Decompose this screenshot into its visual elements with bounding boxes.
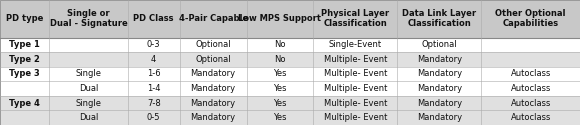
Text: Mandatory: Mandatory <box>417 99 462 108</box>
Text: Mandatory: Mandatory <box>191 99 235 108</box>
Text: Single: Single <box>75 70 102 78</box>
Text: Optional: Optional <box>195 40 231 49</box>
Text: 0-3: 0-3 <box>147 40 161 49</box>
Text: Autoclass: Autoclass <box>510 99 551 108</box>
Text: Optional: Optional <box>195 55 231 64</box>
Text: Mandatory: Mandatory <box>191 113 235 122</box>
Text: Yes: Yes <box>273 84 287 93</box>
Text: Data Link Layer
Classification: Data Link Layer Classification <box>403 9 476 29</box>
Text: Multiple- Event: Multiple- Event <box>324 99 387 108</box>
Bar <box>0 96 580 110</box>
Text: Low MPS Support: Low MPS Support <box>238 14 321 23</box>
Bar <box>0 38 580 52</box>
Text: Physical Layer
Classification: Physical Layer Classification <box>321 9 389 29</box>
Text: Autoclass: Autoclass <box>510 84 551 93</box>
Text: Single: Single <box>75 99 102 108</box>
Text: Mandatory: Mandatory <box>417 84 462 93</box>
Text: Mandatory: Mandatory <box>417 70 462 78</box>
Text: Multiple- Event: Multiple- Event <box>324 84 387 93</box>
Text: Autoclass: Autoclass <box>510 70 551 78</box>
Text: 4-Pair Capable: 4-Pair Capable <box>179 14 248 23</box>
Bar <box>0 52 580 67</box>
Bar <box>0 67 580 81</box>
Text: Mandatory: Mandatory <box>191 70 235 78</box>
Text: 4: 4 <box>151 55 157 64</box>
Text: Dual: Dual <box>79 84 98 93</box>
Text: 0-5: 0-5 <box>147 113 161 122</box>
Text: No: No <box>274 55 285 64</box>
Text: Type 4: Type 4 <box>9 99 40 108</box>
Text: Type 3: Type 3 <box>9 70 40 78</box>
Text: Multiple- Event: Multiple- Event <box>324 113 387 122</box>
Text: Multiple- Event: Multiple- Event <box>324 70 387 78</box>
Bar <box>0 81 580 96</box>
Text: 1-6: 1-6 <box>147 70 161 78</box>
Text: Mandatory: Mandatory <box>417 55 462 64</box>
Bar <box>0 0 580 38</box>
Text: 1-4: 1-4 <box>147 84 161 93</box>
Text: PD Class: PD Class <box>133 14 174 23</box>
Text: Autoclass: Autoclass <box>510 113 551 122</box>
Text: Optional: Optional <box>422 40 457 49</box>
Text: Single or
Dual - Signature: Single or Dual - Signature <box>49 9 128 29</box>
Text: Single-Event: Single-Event <box>329 40 382 49</box>
Text: Type 2: Type 2 <box>9 55 40 64</box>
Text: 7-8: 7-8 <box>147 99 161 108</box>
Text: PD type: PD type <box>6 14 44 23</box>
Text: Mandatory: Mandatory <box>191 84 235 93</box>
Text: No: No <box>274 40 285 49</box>
Text: Yes: Yes <box>273 70 287 78</box>
Text: Type 1: Type 1 <box>9 40 40 49</box>
Text: Yes: Yes <box>273 113 287 122</box>
Text: Dual: Dual <box>79 113 98 122</box>
Text: Mandatory: Mandatory <box>417 113 462 122</box>
Text: Other Optional
Capabilities: Other Optional Capabilities <box>495 9 566 29</box>
Text: Yes: Yes <box>273 99 287 108</box>
Text: Multiple- Event: Multiple- Event <box>324 55 387 64</box>
Bar <box>0 110 580 125</box>
